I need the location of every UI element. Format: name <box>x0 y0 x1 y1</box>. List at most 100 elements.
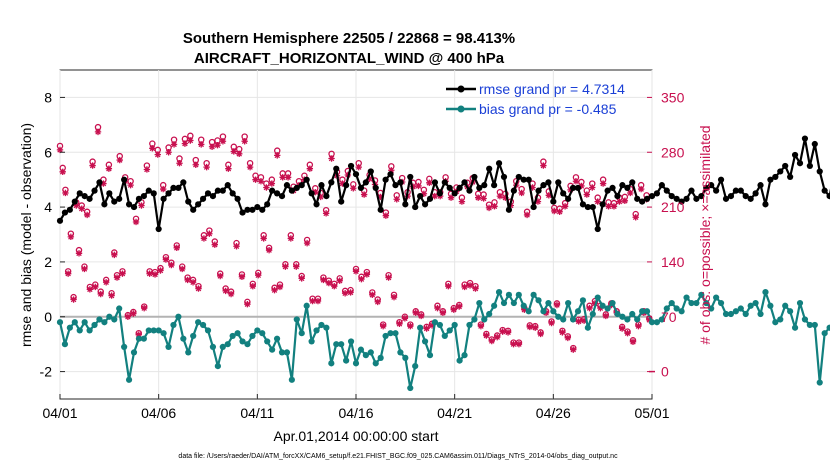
rmse-point <box>417 193 424 200</box>
rmse-point <box>594 225 601 233</box>
bias-point <box>683 294 690 301</box>
obs-assimilated-marker <box>580 317 588 324</box>
obs-assimilated-marker <box>385 274 392 281</box>
obs-assimilated-marker <box>67 233 75 241</box>
bias-point <box>565 299 572 307</box>
obs-assimilated-marker <box>284 174 292 181</box>
rmse-point <box>224 182 231 189</box>
obs-assimilated-marker <box>165 149 172 156</box>
bias-point <box>116 305 123 312</box>
bias-point <box>614 310 621 318</box>
obs-assimilated-marker <box>244 301 251 308</box>
obs-assimilated-marker <box>355 163 362 171</box>
rmse-point <box>318 182 325 189</box>
obs-assimilated-marker <box>75 250 83 257</box>
bias-point <box>165 343 172 351</box>
obs-assimilated-marker <box>86 286 94 293</box>
obs-assimilated-marker <box>206 230 213 237</box>
rmse-point <box>347 162 355 170</box>
rmse-point <box>106 190 113 197</box>
obs-assimilated-marker <box>111 251 118 259</box>
rmse-point <box>821 187 828 194</box>
rmse-point <box>673 195 680 202</box>
obs-assimilated-marker <box>151 271 159 278</box>
rmse-point <box>382 176 389 183</box>
obs-assimilated-marker <box>599 180 607 187</box>
obs-assimilated-marker <box>255 272 262 279</box>
rmse-point <box>56 217 64 224</box>
rmse-point <box>565 195 572 202</box>
obs-assimilated-marker <box>208 143 216 150</box>
obs-assimilated-marker <box>157 267 164 274</box>
rmse-point <box>446 184 453 191</box>
rmse-point <box>278 193 286 200</box>
obs-assimilated-marker <box>176 160 183 167</box>
bias-point <box>283 349 291 356</box>
bias-point <box>737 305 744 312</box>
bias-point <box>308 338 315 345</box>
bias-point <box>318 321 325 329</box>
bias-point <box>698 291 705 298</box>
obs-assimilated-marker <box>83 211 91 219</box>
rmse-point <box>426 195 434 202</box>
rmse-point <box>209 193 217 200</box>
rmse-point <box>703 184 710 191</box>
obs-assimilated-marker <box>328 155 335 162</box>
rmse-point <box>76 190 83 197</box>
bias-point <box>816 379 823 386</box>
rmse-point <box>269 187 276 194</box>
bias-point <box>821 330 828 337</box>
rmse-point <box>298 182 305 189</box>
obs-assimilated-marker <box>339 180 346 187</box>
bias-point <box>653 319 661 326</box>
bias-point <box>254 327 261 334</box>
bias-point <box>135 335 143 342</box>
bias-point <box>441 332 448 340</box>
rmse-point <box>397 179 404 186</box>
rmse-point <box>515 173 522 181</box>
bias-point <box>579 297 587 304</box>
rmse-point <box>190 206 197 213</box>
obs-assimilated-marker <box>293 263 300 270</box>
obs-assimilated-marker <box>396 320 403 327</box>
obs-assimilated-marker <box>211 241 218 248</box>
rmse-point <box>308 190 315 197</box>
rmse-point <box>303 176 310 183</box>
bias-point <box>589 310 596 318</box>
rmse-point <box>772 173 779 181</box>
bias-point <box>121 343 128 351</box>
rmse-point <box>387 171 394 178</box>
bias-point <box>417 324 424 331</box>
rmse-point <box>461 179 468 186</box>
obs-assimilated-marker <box>89 162 96 169</box>
bias-point <box>170 321 177 329</box>
bias-point <box>377 354 384 361</box>
obs-assimilated-marker <box>314 297 322 305</box>
obs-assimilated-marker <box>135 331 142 338</box>
obs-assimilated-marker <box>140 304 148 312</box>
obs-assimilated-marker <box>263 184 270 191</box>
obs-assimilated-marker <box>624 330 631 337</box>
obs-assimilated-marker <box>241 138 248 145</box>
obs-assimilated-marker <box>504 329 512 336</box>
bias-point <box>61 341 69 348</box>
rmse-point <box>806 162 813 170</box>
bias-point <box>703 299 710 307</box>
rmse-point <box>486 165 493 172</box>
bias-point <box>801 316 809 323</box>
bias-point <box>772 319 779 326</box>
bias-point <box>224 341 231 348</box>
obs-assimilated-marker <box>455 303 463 310</box>
rmse-point <box>495 160 503 167</box>
rmse-point <box>66 206 73 213</box>
bias-point <box>249 332 256 340</box>
rmse-point <box>560 190 567 197</box>
bias-point <box>461 352 468 359</box>
bias-point <box>525 308 532 315</box>
bias-point <box>806 321 813 329</box>
bias-point <box>278 349 286 356</box>
obs-assimilated-marker <box>526 323 533 331</box>
rmse-point <box>737 187 744 194</box>
obs-assimilated-marker <box>583 191 591 198</box>
